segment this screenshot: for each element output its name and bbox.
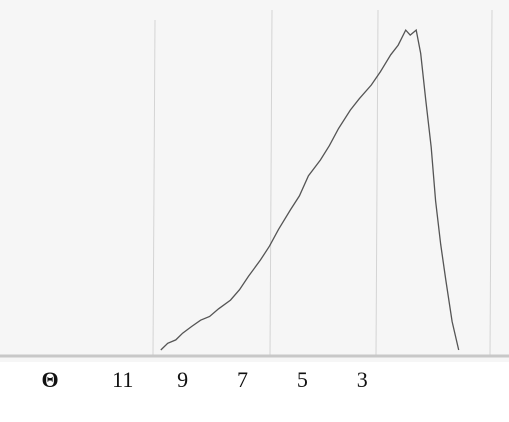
paper-line	[269, 9, 273, 356]
paper-lines	[152, 9, 493, 356]
x-axis-label: Θ	[41, 367, 58, 392]
x-tick-label: 11	[112, 367, 133, 392]
x-tick-label: 5	[297, 367, 308, 392]
paper-line	[375, 9, 379, 356]
paper-line	[152, 19, 156, 356]
x-tick-label: 3	[357, 367, 368, 392]
paper-line	[489, 9, 493, 356]
x-tick-label: 7	[237, 367, 248, 392]
x-tick-label: 9	[177, 367, 188, 392]
paper	[0, 0, 509, 362]
trace-line	[160, 28, 460, 351]
